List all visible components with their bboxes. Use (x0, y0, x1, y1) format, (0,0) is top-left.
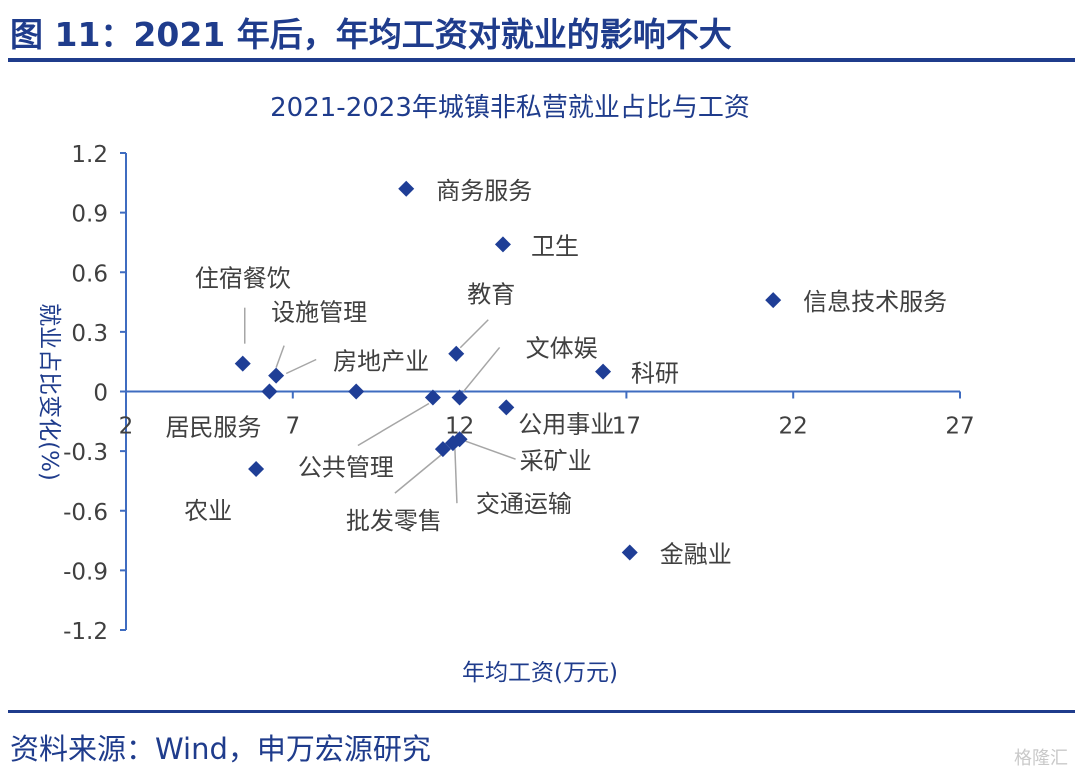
data-point-marker (261, 383, 278, 400)
leader-line (465, 440, 516, 460)
x-tick-label: 22 (779, 414, 808, 440)
watermark-logo: 格隆汇 (1014, 748, 1068, 769)
data-point-marker (398, 180, 415, 197)
point-label: 科研 (631, 360, 679, 388)
leader-line (285, 358, 317, 375)
point-label: 设施管理 (271, 299, 367, 327)
y-tick-label: -0.3 (63, 440, 108, 466)
y-tick-label: 0.9 (71, 202, 108, 228)
point-label: 交通运输 (476, 490, 572, 518)
data-point-marker (621, 544, 638, 561)
data-point-marker (595, 363, 612, 380)
x-tick-label: 27 (945, 414, 974, 440)
y-tick-label: -0.9 (63, 559, 108, 585)
point-label: 卫生 (531, 232, 579, 260)
x-tick-label: 17 (612, 414, 641, 440)
point-label: 教育 (467, 281, 515, 309)
leader-line (394, 454, 442, 494)
data-point-marker (498, 399, 515, 416)
data-point-marker (448, 345, 465, 362)
leader-line (275, 345, 285, 368)
leader-line (454, 449, 458, 504)
leader-line (463, 346, 501, 392)
x-tick-label: 7 (285, 414, 300, 440)
data-point-marker (268, 367, 285, 384)
point-label: 金融业 (660, 540, 732, 568)
point-label: 文体娱 (526, 334, 598, 362)
y-tick-label: -1.2 (63, 619, 108, 645)
data-point-marker (348, 383, 365, 400)
title-rule (8, 58, 1075, 62)
point-label: 公用事业 (518, 410, 614, 438)
data-point-marker (494, 236, 511, 253)
y-tick-label: 0.3 (71, 321, 108, 347)
point-label: 商务服务 (436, 177, 532, 205)
x-tick-label: 2 (119, 414, 134, 440)
data-point-marker (451, 389, 468, 406)
point-label: 房地产业 (333, 348, 429, 376)
figure-title: 图 11：2021 年后，年均工资对就业的影响不大 (10, 15, 732, 54)
data-point-marker (424, 389, 441, 406)
y-axis-title: 就业占比变化(%) (36, 303, 62, 481)
data-point-marker (765, 292, 782, 309)
point-label: 批发零售 (346, 507, 442, 535)
y-tick-label: 0 (93, 381, 108, 407)
axes: 1.20.90.60.30-0.3-0.6-0.9-1.22 7 12 17 22 27 (63, 142, 975, 645)
point-label: 采矿业 (520, 447, 592, 475)
x-axis-title: 年均工资(万元) (462, 660, 618, 686)
y-tick-label: 1.2 (71, 142, 108, 168)
source-note: 资料来源：Wind，申万宏源研究 (10, 732, 431, 766)
y-tick-label: -0.6 (63, 500, 108, 526)
data-point-marker (434, 441, 451, 458)
data-point-marker (248, 461, 265, 478)
point-label: 住宿餐饮 (195, 265, 291, 293)
data-point-marker (234, 355, 251, 372)
point-label: 居民服务 (165, 414, 261, 442)
leader-lines (244, 307, 516, 504)
data-points (234, 180, 782, 561)
source-rule (8, 710, 1075, 713)
point-label: 信息技术服务 (803, 288, 947, 316)
leader-line (459, 319, 489, 349)
chart-title: 2021-2023年城镇非私营就业占比与工资 (270, 93, 750, 123)
point-label: 农业 (184, 497, 232, 525)
leader-line (357, 402, 430, 447)
y-tick-label: 0.6 (71, 261, 108, 287)
point-label: 公共管理 (298, 453, 394, 481)
